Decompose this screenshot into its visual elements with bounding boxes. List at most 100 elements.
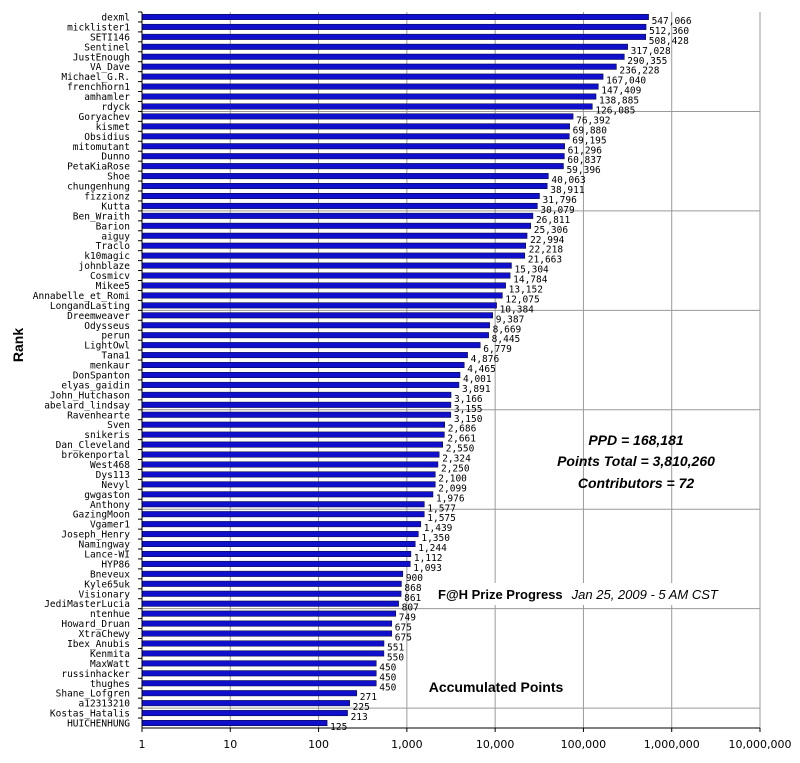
category-label: brokenportal xyxy=(61,450,130,461)
category-label: russinhacker xyxy=(61,669,130,680)
category-label: DonSpanton xyxy=(73,370,130,381)
bar xyxy=(141,242,527,249)
x-tick-label: 100 xyxy=(308,738,329,751)
value-label: 3,166 xyxy=(454,394,483,405)
axes xyxy=(138,11,761,732)
category-label: Vgamer1 xyxy=(90,520,130,531)
bar xyxy=(141,43,628,50)
bar xyxy=(141,173,549,180)
value-label: 22,218 xyxy=(529,245,564,256)
value-label: 512,360 xyxy=(649,26,689,37)
value-label: 675 xyxy=(395,633,412,644)
category-label: kismet xyxy=(96,122,130,133)
bar xyxy=(141,33,647,40)
value-label: 1,976 xyxy=(436,493,465,504)
value-label: 6,779 xyxy=(483,344,512,355)
bar xyxy=(141,600,399,607)
category-label: dexml xyxy=(101,12,130,23)
bar xyxy=(141,13,649,20)
value-label: 167,040 xyxy=(606,76,646,87)
bar xyxy=(141,153,565,160)
bar xyxy=(141,590,402,597)
category-label: Barion xyxy=(96,221,130,232)
points-total-annotation: Points Total = 3,810,260 xyxy=(557,453,715,469)
value-label: 125 xyxy=(330,722,347,733)
bar xyxy=(141,511,425,518)
bar xyxy=(141,163,564,170)
bar xyxy=(141,491,434,498)
value-label: 213 xyxy=(351,712,368,723)
category-label: XtraChewy xyxy=(79,629,131,640)
value-label: 147,409 xyxy=(601,86,641,97)
value-label: 22,994 xyxy=(530,235,565,246)
bar xyxy=(141,103,593,110)
category-label: Michael_G.R. xyxy=(61,72,130,83)
category-label: John_Hutchason xyxy=(50,390,130,401)
bar xyxy=(141,302,497,309)
bar xyxy=(141,640,385,647)
category-label: a12313210 xyxy=(79,699,131,710)
category-label: ntenhue xyxy=(90,609,130,620)
value-label: 2,324 xyxy=(442,454,471,465)
category-label: Shane_Lofgren xyxy=(56,689,130,700)
value-label: 2,661 xyxy=(447,434,476,445)
value-label: 550 xyxy=(387,652,404,663)
bar xyxy=(141,292,503,299)
category-label: PetaKiaRose xyxy=(67,162,130,173)
category-label: Shoe xyxy=(107,172,130,183)
value-label: 61,296 xyxy=(568,145,603,156)
bar xyxy=(141,53,625,60)
bar xyxy=(141,541,416,548)
y-axis-title: Rank xyxy=(10,328,26,362)
bar xyxy=(141,322,490,329)
value-label: 26,811 xyxy=(536,215,571,226)
x-tick-label: 10,000 xyxy=(476,738,515,751)
value-label: 1,577 xyxy=(427,503,456,514)
bar xyxy=(141,521,422,528)
bar xyxy=(141,650,385,657)
bar xyxy=(141,570,404,577)
category-label: Tana1 xyxy=(101,351,130,362)
value-label: 8,445 xyxy=(492,334,521,345)
bar xyxy=(141,550,412,557)
value-label: 15,304 xyxy=(514,265,549,276)
bar xyxy=(141,610,397,617)
category-labels: dexmlmicklister1SETI146SentinelJustEnoug… xyxy=(33,12,131,729)
category-label: amhamler xyxy=(84,92,130,103)
value-label: 31,796 xyxy=(542,195,577,206)
bar xyxy=(141,183,548,190)
category-label: Dan_Cleveland xyxy=(56,440,130,451)
value-label: 508,428 xyxy=(649,36,689,47)
x-tick-label: 1,000,000 xyxy=(644,738,700,751)
category-label: gwgaston xyxy=(84,490,130,501)
bar xyxy=(141,660,377,667)
category-label: Goryachev xyxy=(79,112,131,123)
x-tick-label: 10,000,000 xyxy=(729,738,792,751)
bar xyxy=(141,352,468,359)
value-label: 25,306 xyxy=(534,225,569,236)
value-label: 2,686 xyxy=(448,424,477,435)
value-label: 76,392 xyxy=(576,115,610,126)
value-label: 138,885 xyxy=(599,96,639,107)
category-label: Obsidius xyxy=(84,132,130,143)
category-label: Dunno xyxy=(101,152,130,163)
category-label: Kyle65uk xyxy=(84,579,130,590)
bar xyxy=(141,431,445,438)
category-label: LightOwl xyxy=(84,341,130,352)
chart-subtitle: Jan 25, 2009 - 5 AM CST xyxy=(571,587,719,602)
category-label: Mikee5 xyxy=(96,281,130,292)
x-tick-labels: 1 10 100 1,000 10,000 100,000 1,000,000 10,000,… xyxy=(139,738,792,751)
category-label: Visionary xyxy=(79,589,131,600)
x-axis-title: Accumulated Points xyxy=(429,679,564,695)
bar xyxy=(141,312,493,319)
value-label: 1,575 xyxy=(427,513,456,524)
value-label: 69,880 xyxy=(573,125,608,136)
ppd-annotation: PPD = 168,181 xyxy=(588,432,684,448)
value-label: 10,384 xyxy=(500,304,535,315)
value-label: 900 xyxy=(406,573,423,584)
value-label: 807 xyxy=(402,603,419,614)
grid-lines xyxy=(141,12,761,728)
bar xyxy=(141,560,411,567)
category-label: West468 xyxy=(90,460,130,471)
